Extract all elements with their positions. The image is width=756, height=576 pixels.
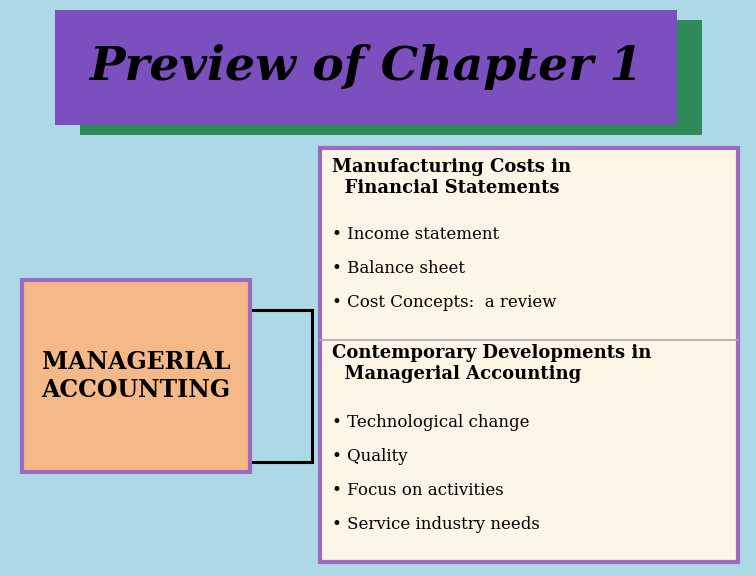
- Text: Preview of Chapter 1: Preview of Chapter 1: [89, 44, 643, 90]
- Text: • Focus on activities: • Focus on activities: [332, 482, 503, 499]
- Text: MANAGERIAL
ACCOUNTING: MANAGERIAL ACCOUNTING: [42, 350, 231, 402]
- Text: • Technological change: • Technological change: [332, 414, 529, 431]
- Text: Contemporary Developments in
  Managerial Accounting: Contemporary Developments in Managerial …: [332, 344, 652, 383]
- Bar: [22, 280, 250, 472]
- Bar: [80, 20, 702, 135]
- Text: • Quality: • Quality: [332, 448, 407, 465]
- Text: • Income statement: • Income statement: [332, 226, 499, 243]
- Text: • Balance sheet: • Balance sheet: [332, 260, 465, 277]
- Bar: [55, 10, 677, 125]
- Text: • Cost Concepts:  a review: • Cost Concepts: a review: [332, 294, 556, 311]
- Text: Manufacturing Costs in
  Financial Statements: Manufacturing Costs in Financial Stateme…: [332, 158, 571, 197]
- Bar: [320, 148, 738, 562]
- Text: • Service industry needs: • Service industry needs: [332, 516, 540, 533]
